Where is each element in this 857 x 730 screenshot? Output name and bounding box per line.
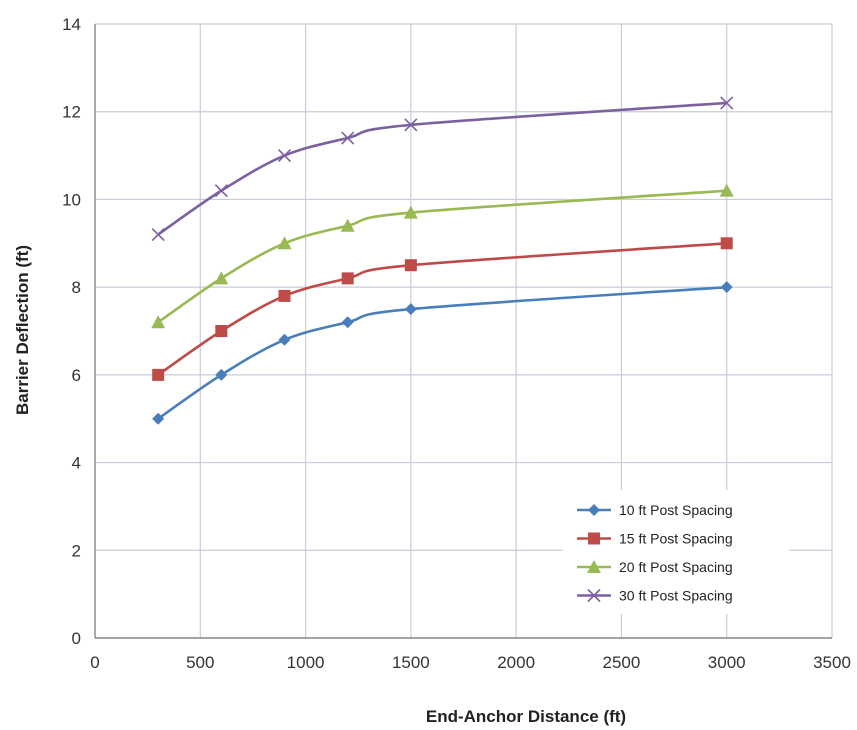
series-0: [152, 281, 733, 425]
data-point: [152, 412, 165, 425]
x-tick-label: 1000: [287, 653, 325, 672]
data-point: [214, 184, 228, 198]
x-tick-label: 3500: [813, 653, 851, 672]
y-tick-label: 14: [62, 15, 81, 34]
data-point: [404, 118, 418, 132]
legend-marker: [587, 588, 601, 603]
x-axis-ticks: 0 500 1000 1500 2000 2500 3000 3500: [90, 653, 851, 672]
data-point: [214, 271, 229, 285]
series-line: [157, 189, 727, 324]
series-line: [157, 241, 727, 376]
y-tick-label: 10: [62, 190, 81, 209]
y-tick-label: 4: [72, 454, 81, 473]
series-2: [151, 183, 734, 329]
x-tick-label: 3000: [708, 653, 746, 672]
data-point: [341, 131, 355, 145]
legend-marker: [587, 560, 601, 573]
data-point: [215, 325, 228, 337]
x-tick-label: 2500: [603, 653, 641, 672]
x-tick-label: 2000: [497, 653, 535, 672]
series-line: [157, 101, 727, 236]
data-point: [151, 315, 166, 329]
legend-item: 15 ft Post Spacing: [577, 531, 733, 547]
data-point: [403, 205, 418, 219]
data-point: [719, 183, 734, 197]
series-line: [157, 285, 727, 420]
data-point: [404, 259, 417, 272]
y-tick-label: 2: [72, 541, 81, 560]
data-point: [340, 218, 355, 232]
data-point: [151, 227, 165, 242]
legend: 10 ft Post Spacing 15 ft Post Spacing 20 f…: [563, 490, 789, 614]
y-tick-label: 0: [72, 629, 81, 648]
data-point: [215, 368, 228, 381]
data-point: [278, 333, 291, 346]
series-1: [152, 237, 733, 381]
legend-label: 10 ft Post Spacing: [619, 502, 733, 518]
series-3: [151, 96, 734, 242]
legend-item: 20 ft Post Spacing: [577, 559, 733, 575]
data-point: [720, 96, 734, 110]
legend-marker: [588, 504, 600, 516]
y-axis-title: Barrier Deflection (ft): [13, 245, 32, 415]
data-point: [152, 368, 165, 381]
x-tick-label: 0: [90, 653, 99, 672]
data-point: [277, 236, 292, 250]
y-axis-ticks: 0 2 4 6 8 10 12 14: [62, 15, 81, 648]
legend-label: 20 ft Post Spacing: [619, 559, 733, 575]
axes: [94, 24, 832, 639]
data-point: [404, 303, 417, 316]
legend-label: 30 ft Post Spacing: [619, 588, 733, 604]
data-point: [341, 272, 354, 285]
legend-marker: [588, 532, 600, 545]
data-point: [341, 316, 354, 329]
y-tick-label: 6: [72, 366, 81, 385]
data-point: [720, 281, 733, 294]
x-tick-label: 500: [186, 653, 214, 672]
legend-item: 10 ft Post Spacing: [577, 502, 733, 518]
legend-item: 30 ft Post Spacing: [577, 588, 733, 604]
x-axis-title: End-Anchor Distance (ft): [426, 707, 626, 726]
series-group: [151, 96, 734, 425]
data-point: [720, 237, 733, 250]
data-point: [278, 289, 291, 302]
y-tick-label: 8: [72, 278, 81, 297]
y-tick-label: 12: [62, 103, 81, 122]
x-tick-label: 1500: [392, 653, 430, 672]
data-point: [277, 149, 292, 163]
legend-label: 15 ft Post Spacing: [619, 531, 733, 547]
